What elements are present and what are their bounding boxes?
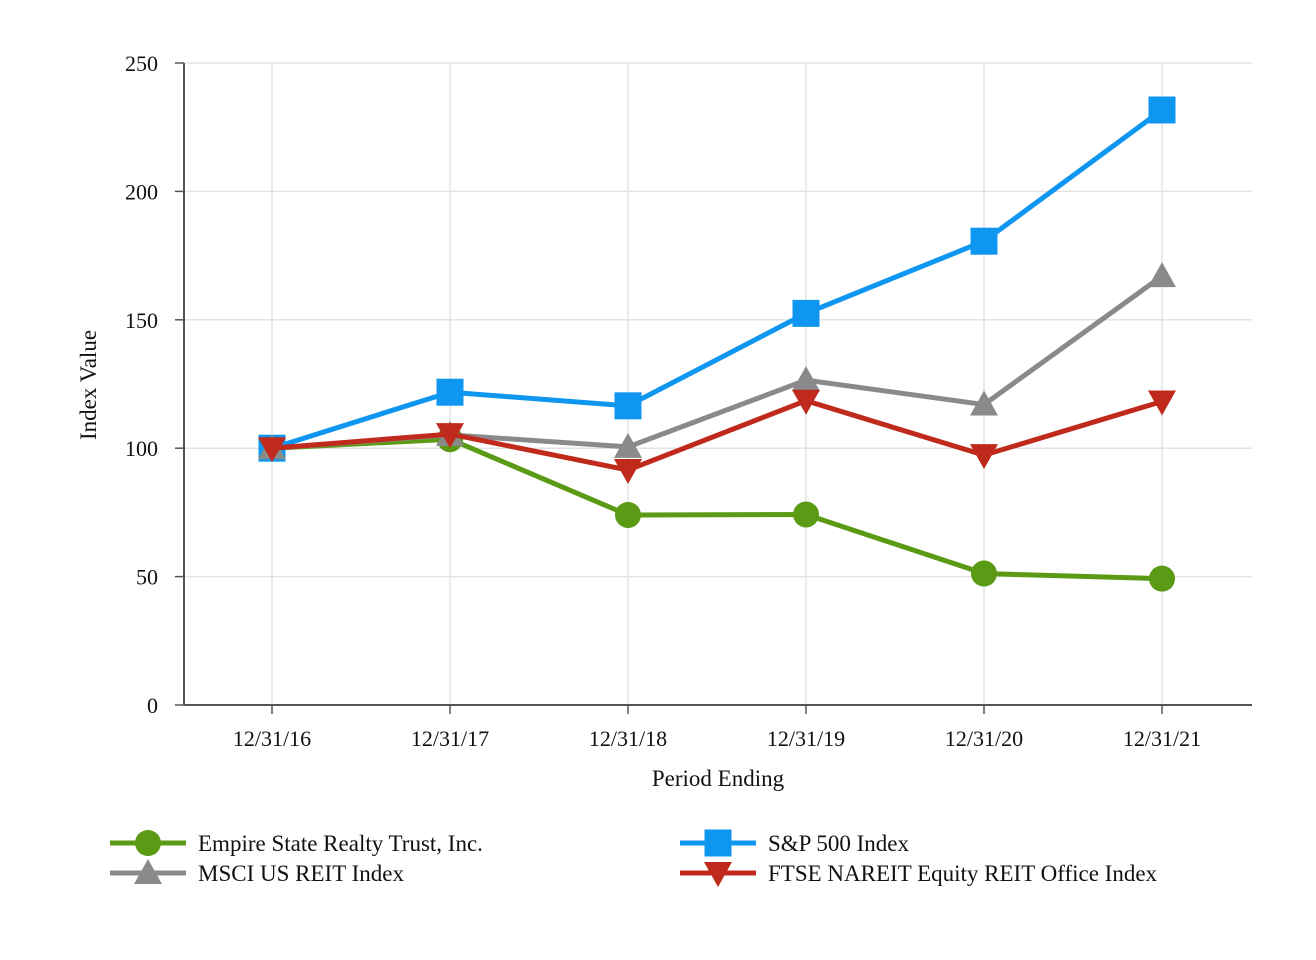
data-point bbox=[793, 501, 819, 528]
x-tick-label: 12/31/18 bbox=[589, 726, 667, 751]
data-point bbox=[258, 437, 286, 463]
legend-item: S&P 500 Index bbox=[680, 829, 909, 857]
y-tick-label: 0 bbox=[147, 693, 158, 718]
legend-item: MSCI US REIT Index bbox=[110, 859, 404, 886]
y-tick-label: 200 bbox=[125, 179, 158, 204]
y-tick-label: 250 bbox=[125, 51, 158, 76]
series-line bbox=[269, 107, 1165, 451]
legend-marker bbox=[135, 830, 161, 856]
data-point bbox=[436, 378, 464, 406]
axes: 0 50 100 150 200 250 12/31/16 12/31/17 12/31/18 1… bbox=[125, 51, 1252, 751]
data-point bbox=[615, 501, 641, 528]
legend: Empire State Realty Trust, Inc. S&P 500 I… bbox=[110, 829, 1158, 887]
x-tick-label: 12/31/19 bbox=[767, 726, 845, 751]
legend-label: S&P 500 Index bbox=[768, 831, 909, 856]
data-point bbox=[614, 432, 642, 458]
series-group bbox=[258, 96, 1176, 592]
x-tick-label: 12/31/20 bbox=[945, 726, 1023, 751]
legend-label: Empire State Realty Trust, Inc. bbox=[198, 831, 483, 856]
legend-label: MSCI US REIT Index bbox=[198, 861, 404, 886]
data-point bbox=[1148, 96, 1176, 124]
legend-label: FTSE NAREIT Equity REIT Office Index bbox=[768, 861, 1158, 886]
y-tick-label: 100 bbox=[125, 436, 158, 461]
y-axis-title: Index Value bbox=[76, 330, 101, 440]
data-point bbox=[970, 227, 998, 255]
x-tick-label: 12/31/17 bbox=[411, 726, 489, 751]
series-ftse-nareit-equity-reit-office-index bbox=[258, 389, 1176, 485]
data-point bbox=[970, 390, 998, 416]
x-tick-label: 12/31/21 bbox=[1123, 726, 1201, 751]
data-point bbox=[792, 389, 820, 415]
data-point bbox=[1148, 390, 1176, 416]
data-point bbox=[614, 392, 642, 420]
x-tick-label: 12/31/16 bbox=[233, 726, 311, 751]
y-tick-label: 50 bbox=[136, 565, 158, 590]
series-s-p-500-index bbox=[258, 96, 1176, 462]
legend-marker bbox=[134, 859, 162, 884]
data-point bbox=[971, 560, 997, 587]
legend-marker bbox=[704, 862, 732, 887]
data-point bbox=[792, 366, 820, 392]
legend-marker bbox=[704, 829, 732, 857]
series-line bbox=[269, 398, 1165, 473]
grid bbox=[184, 62, 1252, 705]
data-point bbox=[1149, 565, 1175, 592]
y-tick-label: 150 bbox=[125, 308, 158, 333]
data-point bbox=[970, 444, 998, 470]
series-line bbox=[269, 436, 1165, 582]
legend-item: Empire State Realty Trust, Inc. bbox=[110, 830, 483, 856]
legend-item: FTSE NAREIT Equity REIT Office Index bbox=[680, 861, 1158, 887]
data-point bbox=[614, 459, 642, 485]
series-empire-state-realty-trust-inc bbox=[259, 426, 1175, 592]
data-point bbox=[1148, 262, 1176, 288]
data-point bbox=[436, 423, 464, 449]
x-axis-title: Period Ending bbox=[652, 766, 785, 791]
data-point bbox=[792, 299, 820, 327]
